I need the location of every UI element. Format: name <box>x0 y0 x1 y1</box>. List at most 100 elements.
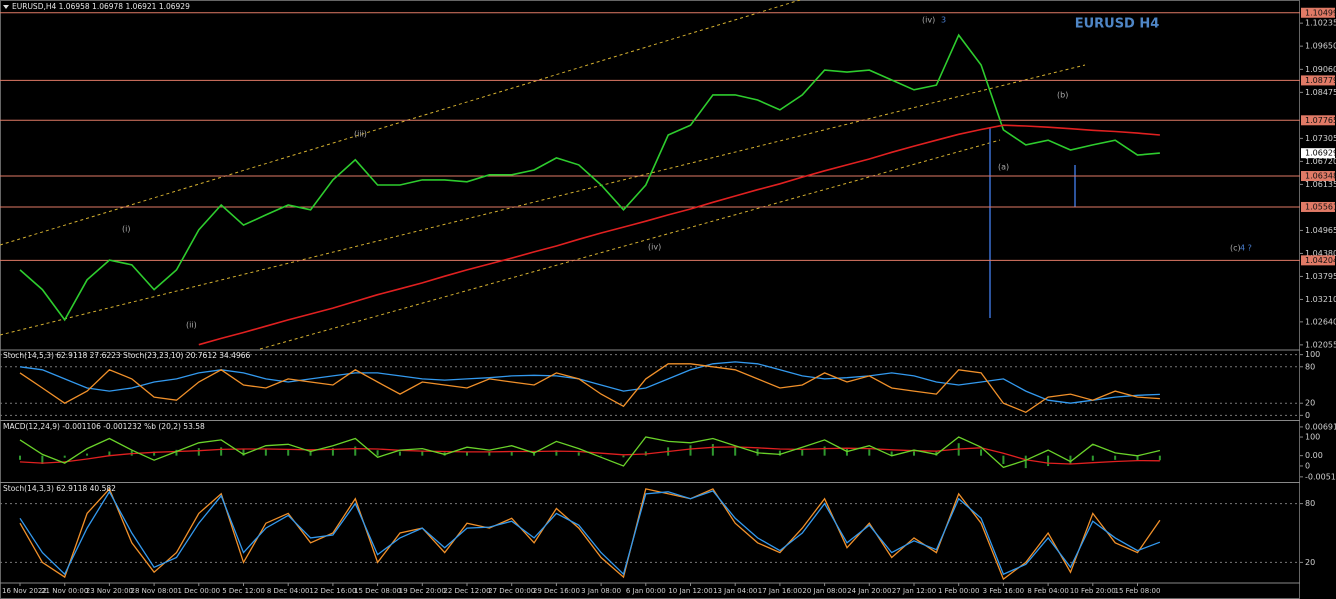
menu-arrow[interactable] <box>3 5 9 9</box>
histogram-bar <box>1136 455 1139 461</box>
price-level-tag <box>1301 115 1335 126</box>
x-tick-label: 10 Jan 12:00 <box>668 587 712 595</box>
x-tick-label: 10 Feb 20:00 <box>1070 587 1116 595</box>
histogram-bar <box>734 445 737 456</box>
wave-label: (iv) <box>922 16 935 25</box>
y-tick-label: 0.006914 <box>1305 422 1336 431</box>
histogram-bar <box>220 447 223 456</box>
histogram-bar <box>421 451 424 456</box>
histogram-bar <box>622 455 625 458</box>
x-tick-label: 6 Jan 00:00 <box>626 587 666 595</box>
histogram-bar <box>577 452 580 456</box>
price-level-label: 1.05561 <box>1305 202 1336 211</box>
histogram-bar <box>890 451 893 456</box>
histogram-bar <box>689 445 692 456</box>
histogram-bar <box>354 446 357 456</box>
histogram-bar <box>1069 455 1072 464</box>
histogram-bar <box>1091 455 1094 461</box>
series-line <box>19 436 1161 469</box>
x-tick-label: 12 Dec 16:00 <box>309 587 356 595</box>
histogram-bar <box>287 449 290 456</box>
histogram-bar <box>108 451 111 456</box>
x-tick-label: 27 Dec 00:00 <box>488 587 535 595</box>
price-level-label: 1.10499 <box>1305 8 1336 17</box>
y-tick-label: 1.06720 <box>1305 157 1336 166</box>
y-tick-label: 1.03795 <box>1305 272 1336 281</box>
histogram-bar <box>533 451 536 456</box>
histogram-bar <box>331 448 334 456</box>
histogram-bar <box>600 455 603 457</box>
histogram-bar <box>153 451 156 456</box>
histogram-bar <box>242 449 245 456</box>
histogram-bar <box>264 449 267 456</box>
histogram-bar <box>197 448 200 456</box>
wave-label: 3 <box>941 16 946 25</box>
y-tick-label: 1.10235 <box>1305 19 1336 28</box>
x-tick-label: 29 Dec 16:00 <box>533 587 580 595</box>
x-tick-label: 27 Jan 12:00 <box>892 587 936 595</box>
frame <box>0 0 1300 599</box>
wave-label: (a) <box>998 163 1009 172</box>
price-level-tag <box>1301 171 1335 182</box>
x-tick-label: 22 Dec 12:00 <box>443 587 490 595</box>
series-line <box>19 363 1160 414</box>
y-tick-label: 1.09060 <box>1305 65 1336 74</box>
channel-line <box>0 64 1086 336</box>
price-level-tag <box>1301 7 1335 18</box>
x-tick-label: 17 Jan 16:00 <box>758 587 802 595</box>
histogram-bar <box>488 451 491 456</box>
histogram-bar <box>778 450 781 456</box>
channel-line <box>0 0 801 246</box>
series-line <box>198 124 1160 346</box>
histogram-bar <box>555 450 558 456</box>
price-level-label: 1.07765 <box>1305 116 1336 125</box>
price-level-tag <box>1301 255 1335 266</box>
x-tick-label: 20 Jan 08:00 <box>802 587 846 595</box>
histogram-bar <box>980 449 983 456</box>
series-line <box>19 490 1161 576</box>
y-tick-label: 1.02640 <box>1305 317 1336 326</box>
x-tick-label: 3 Feb 16:00 <box>983 587 1024 595</box>
histogram-bar <box>868 449 871 456</box>
x-tick-label: 15 Feb 08:00 <box>1115 587 1161 595</box>
panel-title: MACD(12,24,9) -0.001106 -0.001232 %b (20… <box>3 422 205 431</box>
y-tick-label: 0.00 <box>1305 451 1323 460</box>
y-tick-label: 1.06135 <box>1305 180 1336 189</box>
x-tick-label: 5 Dec 12:00 <box>222 587 265 595</box>
histogram-bar <box>711 444 714 456</box>
histogram-bar <box>801 449 804 456</box>
y-tick-label: 1.02055 <box>1305 340 1336 349</box>
x-tick-label: 3 Jan 08:00 <box>581 587 621 595</box>
histogram-bar <box>1024 455 1027 469</box>
panel-title: Stoch(14,5,3) 62.9118 27.6223 Stoch(23,2… <box>3 351 250 360</box>
panel-title: Stoch(14,3,3) 62.9118 40.582 <box>3 484 116 493</box>
annotation: EURUSD H4 <box>1075 17 1160 32</box>
histogram-bar <box>1158 455 1161 461</box>
x-tick-label: 13 Jan 04:00 <box>713 587 757 595</box>
histogram-bar <box>376 450 379 456</box>
x-tick-label: 15 Dec 08:00 <box>354 587 401 595</box>
histogram-bar <box>309 450 312 456</box>
series-line <box>19 361 1160 404</box>
histogram-bar <box>466 451 468 456</box>
histogram-bar <box>823 446 826 456</box>
y-tick-label: 0 <box>1305 411 1310 420</box>
x-tick-label: 28 Nov 08:00 <box>130 587 177 595</box>
y-tick-label: -0.005104 <box>1305 472 1336 481</box>
histogram-bar <box>86 453 89 456</box>
price-level-tag <box>1301 75 1335 86</box>
y-tick-label: 80 <box>1305 362 1315 371</box>
last-price-tag <box>1301 148 1335 159</box>
x-tick-label: 21 Nov 00:00 <box>41 587 88 595</box>
x-tick-label: 16 Nov 2022 <box>2 587 47 595</box>
x-tick-label: 8 Dec 04:00 <box>267 587 310 595</box>
histogram-bar <box>63 455 66 458</box>
wave-label: (i) <box>122 225 130 234</box>
x-tick-label: 24 Jan 20:00 <box>847 587 891 595</box>
x-tick-label: 19 Dec 20:00 <box>399 587 446 595</box>
histogram-bar <box>398 451 401 456</box>
price-level-label: 1.08779 <box>1305 76 1336 85</box>
histogram-bar <box>510 451 513 456</box>
histogram-bar <box>1002 455 1005 464</box>
